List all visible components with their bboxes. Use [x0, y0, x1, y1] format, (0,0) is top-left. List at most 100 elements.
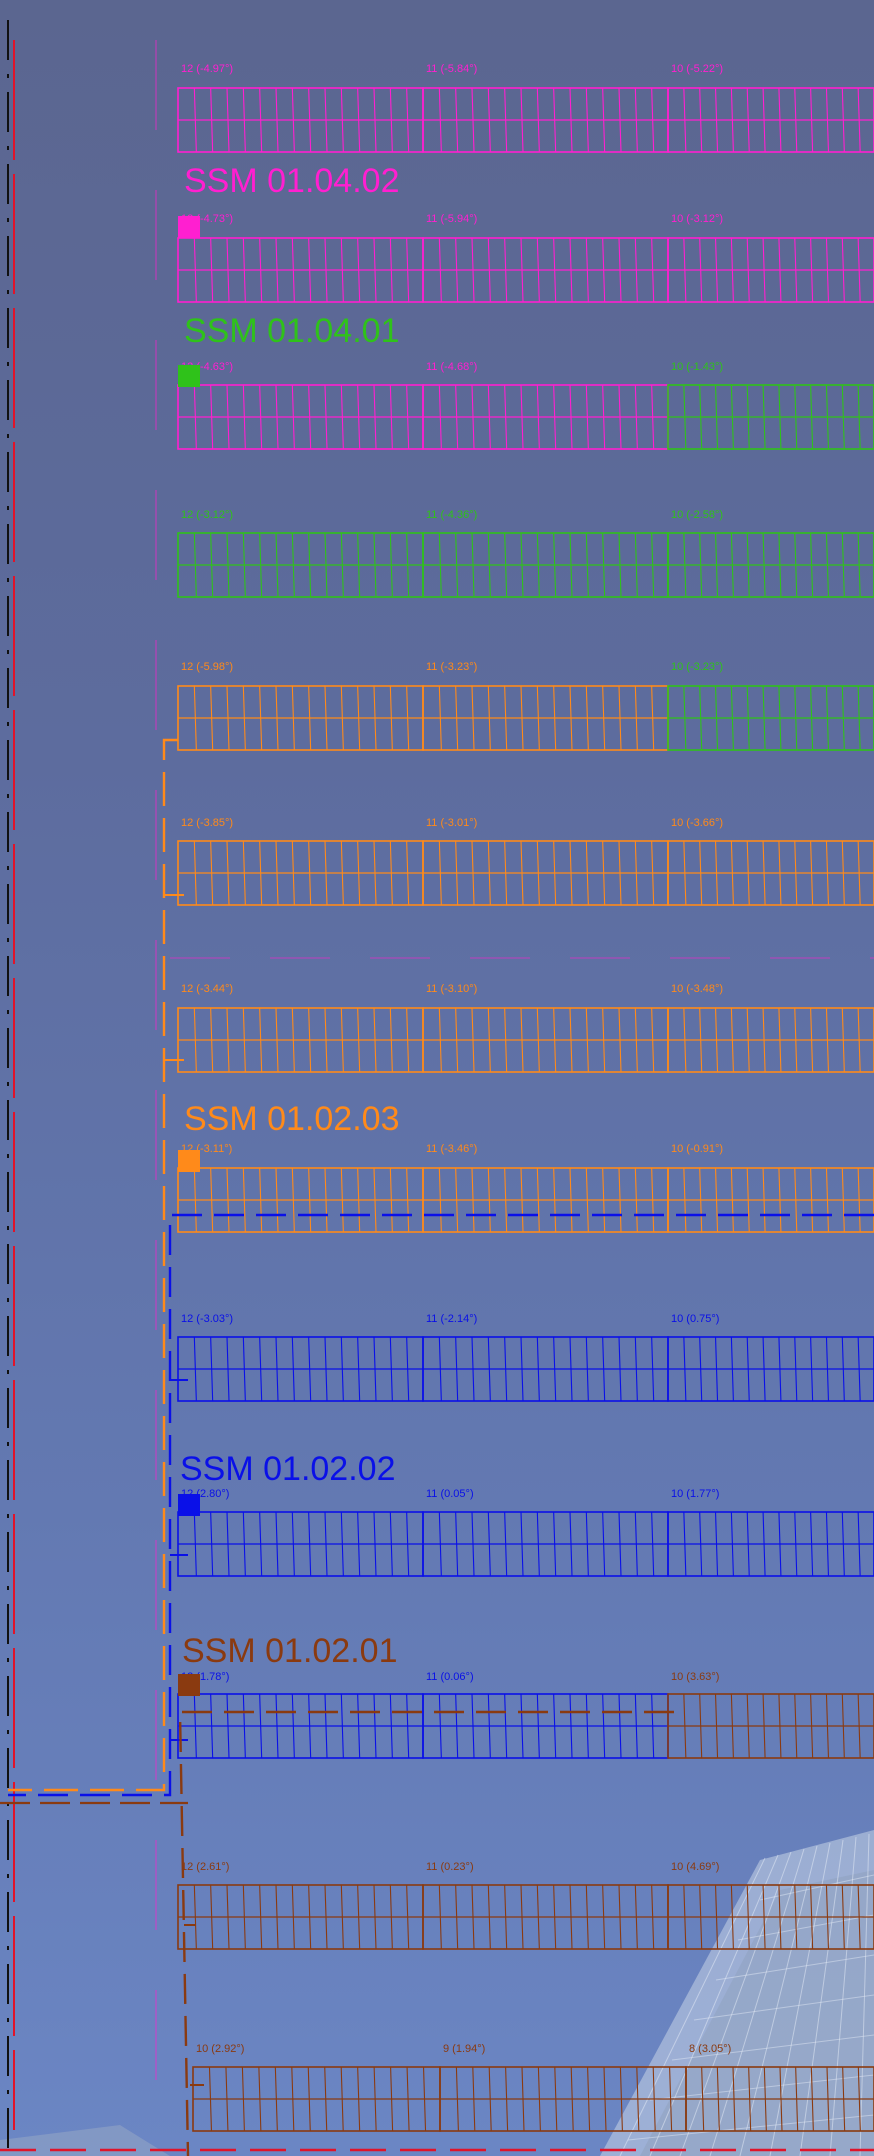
pv-table-label: 10 (-3.23°) — [671, 661, 723, 673]
pv-module-divider — [242, 1884, 246, 1950]
pv-module-divider — [699, 1336, 703, 1402]
pv-module-divider — [857, 1007, 861, 1073]
pv-table-row: 12 (-5.98°) 11 (-3.23°) 10 (-3.23°) — [177, 661, 874, 751]
brown-cable-stub — [184, 1924, 204, 2086]
pv-module-divider — [585, 87, 589, 153]
pv-module-divider — [521, 2066, 525, 2132]
pv-module-divider — [699, 685, 703, 751]
pv-module-divider — [455, 1167, 459, 1233]
solar-panel-gridline — [709, 1848, 805, 2156]
solar-panel-gridline — [739, 1845, 818, 2156]
pv-module-divider — [505, 2066, 509, 2132]
pv-module-divider — [226, 384, 230, 450]
ssm-label-group: SSM 01.02.02 — [178, 1450, 395, 1516]
pv-module-divider — [487, 237, 491, 303]
pv-module-divider — [487, 384, 491, 450]
pv-module-divider — [683, 87, 687, 153]
pv-module-divider — [716, 2066, 720, 2132]
pv-module-divider — [569, 87, 573, 153]
ssm-label-group: SSM 01.04.02 — [178, 162, 399, 238]
solar-panel-gridline — [649, 2074, 874, 2101]
pv-module-divider — [730, 1336, 734, 1402]
pv-module-divider — [857, 237, 861, 303]
pv-module-divider — [210, 1167, 214, 1233]
pv-module-divider — [226, 237, 230, 303]
pv-module-divider — [746, 1167, 750, 1233]
pv-module-divider — [618, 1693, 622, 1759]
pv-module-divider — [857, 1884, 861, 1950]
pv-table-segment: 11 (-5.84°) — [422, 63, 669, 153]
pv-module-divider — [308, 237, 312, 303]
pv-module-divider — [438, 532, 442, 598]
pv-module-divider — [291, 1336, 295, 1402]
pv-module-divider — [795, 2066, 799, 2132]
pv-module-divider — [324, 87, 328, 153]
pv-module-divider — [210, 1336, 214, 1402]
pv-module-divider — [714, 1693, 719, 1759]
pv-module-divider — [857, 384, 861, 450]
pv-module-divider — [242, 237, 246, 303]
pv-module-divider — [242, 1693, 246, 1759]
pv-module-divider — [714, 87, 719, 153]
pv-module-divider — [389, 1007, 393, 1073]
pv-table-segment: 10 (-0.91°) — [667, 1143, 874, 1233]
pv-module-divider — [504, 1884, 508, 1950]
pv-module-divider — [373, 1007, 377, 1073]
pv-module-divider — [762, 1336, 766, 1402]
pv-module-divider — [602, 1693, 606, 1759]
pv-module-divider — [651, 1336, 655, 1402]
pv-module-divider — [602, 840, 606, 906]
pv-module-divider — [471, 685, 475, 751]
pv-module-divider — [825, 237, 830, 303]
pv-module-divider — [226, 87, 230, 153]
pv-module-divider — [746, 1693, 750, 1759]
pv-table-label: 11 (0.05°) — [426, 1488, 474, 1500]
pv-module-divider — [390, 2066, 394, 2132]
pv-module-divider — [553, 384, 557, 450]
pv-table-label: 10 (1.77°) — [671, 1488, 719, 1500]
pv-table-segment: 11 (0.23°) — [422, 1861, 669, 1950]
pv-module-divider — [651, 1511, 655, 1577]
pv-module-divider — [357, 384, 361, 450]
pv-module-divider — [841, 1693, 845, 1759]
pv-table-label: 10 (-3.66°) — [671, 817, 723, 829]
pv-module-divider — [730, 532, 734, 598]
pv-module-divider — [714, 1511, 719, 1577]
pv-module-divider — [763, 2066, 767, 2132]
pv-table-label: 10 (4.69°) — [671, 1861, 719, 1873]
ssm-label: SSM 01.04.02 — [184, 162, 399, 200]
pv-module-divider — [619, 2066, 623, 2132]
pv-table-label: 11 (-5.94°) — [426, 213, 477, 225]
pv-module-divider — [438, 840, 442, 906]
pv-module-divider — [778, 384, 782, 450]
pv-module-divider — [259, 685, 263, 751]
pv-module-divider — [699, 532, 703, 598]
ssm-label-group: SSM 01.02.03 — [178, 1100, 399, 1172]
pv-module-divider — [242, 532, 246, 598]
pv-module-divider — [602, 1007, 606, 1073]
pv-module-divider — [569, 1007, 573, 1073]
pv-module-divider — [634, 840, 638, 906]
pv-module-divider — [226, 1884, 230, 1950]
pv-module-divider — [536, 1167, 540, 1233]
pv-table-row: 12 (-3.85°) 11 (-3.01°) 10 (-3.66°) — [177, 817, 874, 906]
pv-module-divider — [307, 2066, 311, 2132]
pv-module-divider — [357, 87, 361, 153]
pv-module-divider — [291, 1167, 295, 1233]
pv-module-divider — [193, 87, 197, 153]
pv-table-label: 12 (2.61°) — [181, 1861, 229, 1873]
pv-module-divider — [324, 384, 328, 450]
pv-module-divider — [487, 1336, 491, 1402]
pv-module-divider — [226, 685, 230, 751]
pv-module-divider — [587, 2066, 591, 2132]
pv-module-divider — [841, 384, 845, 450]
pv-module-divider — [520, 685, 524, 751]
pv-module-divider — [857, 1336, 861, 1402]
pv-table-row: 12 (2.80°) 11 (0.05°) 10 (1.77°) — [177, 1488, 874, 1577]
pv-module-divider — [242, 685, 246, 751]
pv-table-segment: 10 (-3.48°) — [667, 983, 874, 1073]
pv-module-divider — [324, 840, 328, 906]
pv-module-divider — [825, 840, 830, 906]
pv-module-divider — [652, 2066, 656, 2132]
pv-module-divider — [357, 1511, 361, 1577]
